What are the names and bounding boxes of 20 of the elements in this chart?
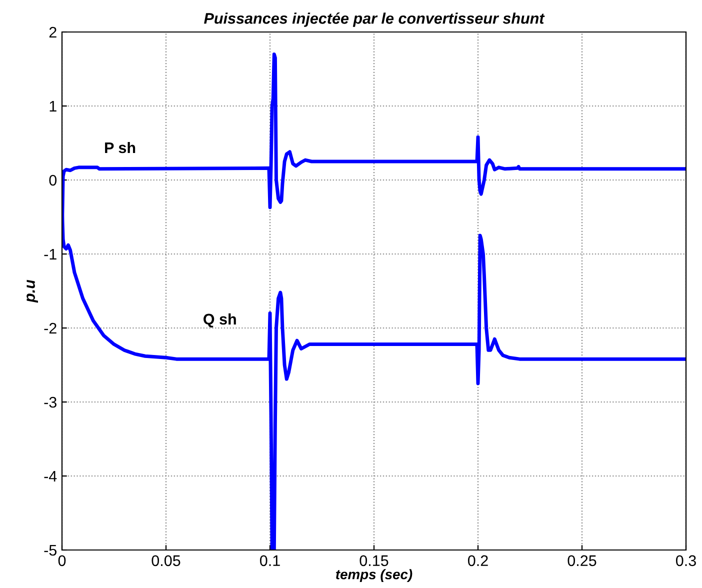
x-tick-label: 0.05 (152, 555, 180, 566)
y-tick-label: -4 (44, 471, 57, 482)
y-tick-label: -1 (44, 249, 56, 260)
x-tick-label: 0.3 (676, 555, 696, 566)
y-tick-label: -2 (44, 322, 56, 334)
x-tick-label: 0.25 (568, 555, 596, 566)
y-axis-title: p.u (26, 280, 38, 303)
x-tick-label: 0 (58, 555, 66, 566)
y-tick-label: -3 (44, 396, 56, 408)
chart-title: Puissances injectée par le convertisseur shunt (204, 12, 545, 27)
series-label: P sh (105, 142, 136, 154)
y-tick-label: 2 (49, 26, 56, 38)
x-axis-title: temps (sec) (336, 569, 412, 582)
y-tick-label: 0 (49, 174, 57, 186)
y-tick-label: -5 (44, 545, 56, 556)
text: Q sh (204, 313, 236, 328)
x-tick-label: 0.2 (468, 555, 488, 566)
x-tick-label: 0.15 (360, 555, 388, 566)
x-tick-label: 0.1 (260, 555, 280, 566)
y-tick-label: 1 (50, 101, 56, 112)
